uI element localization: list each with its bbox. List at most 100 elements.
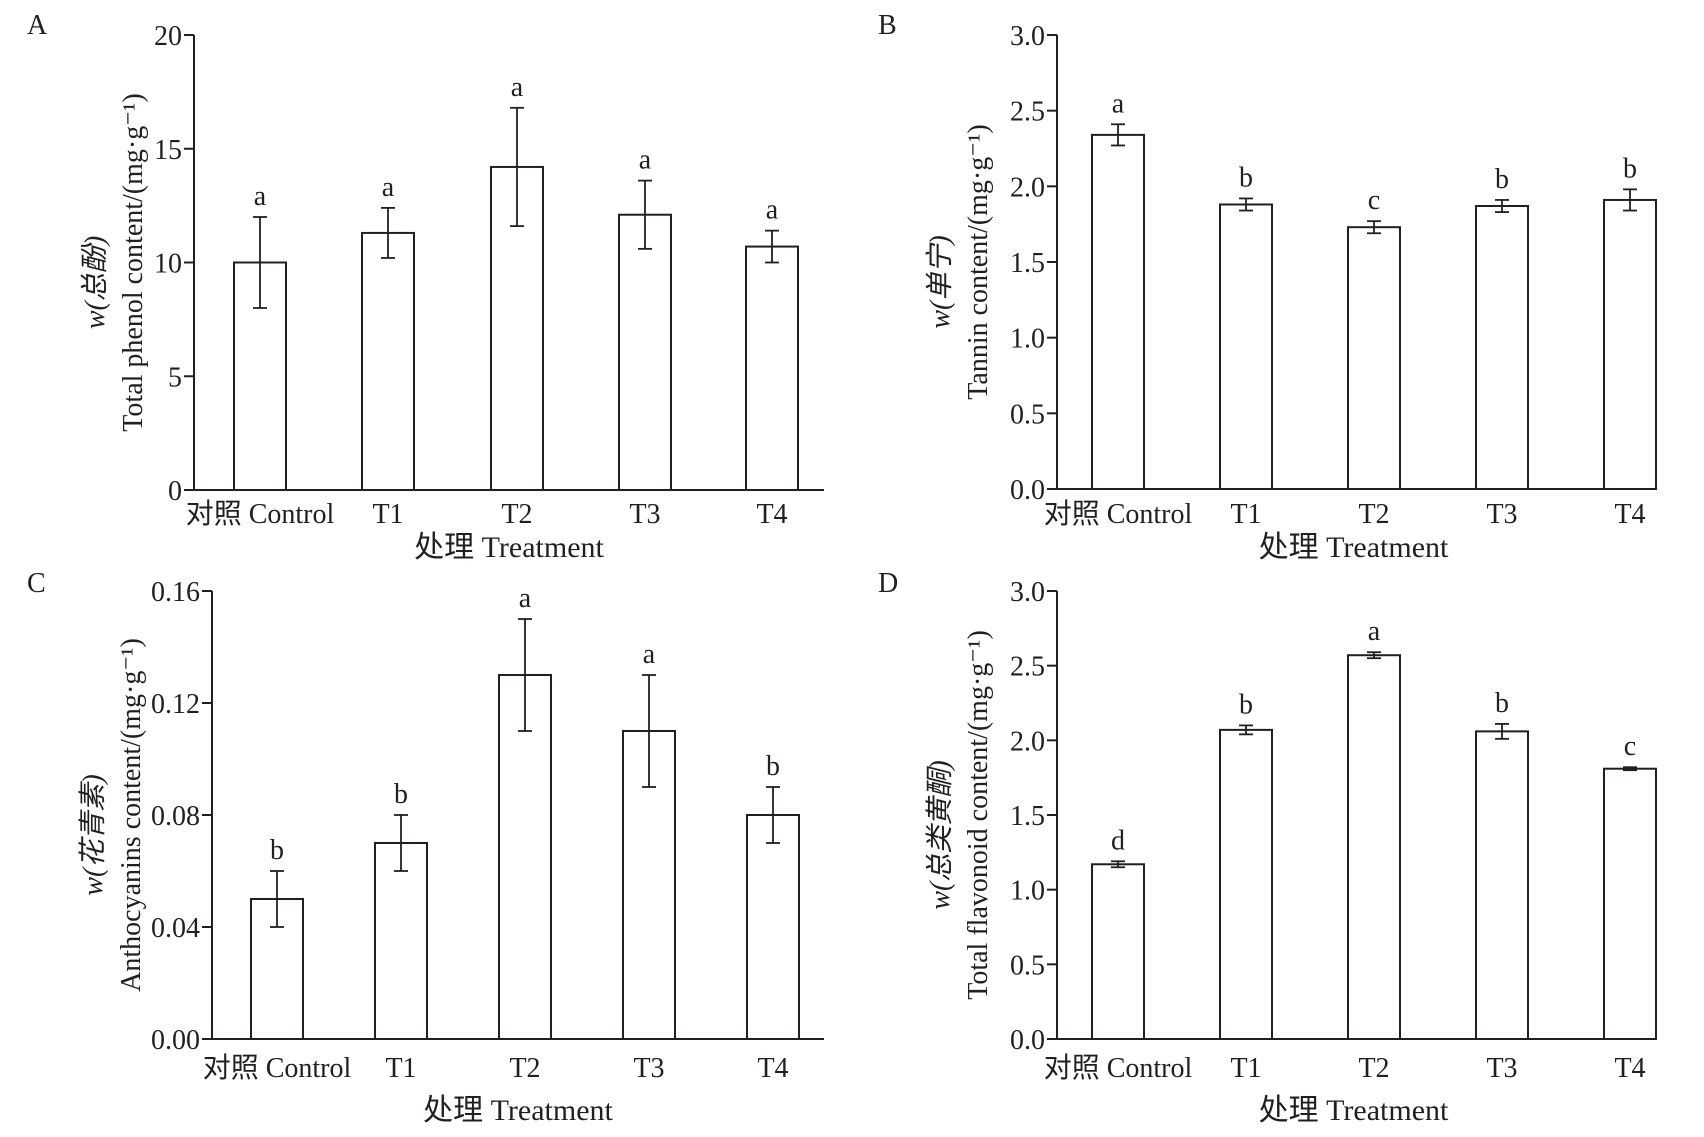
bar [618, 213, 672, 491]
y-axis-title: w(单宁) [925, 235, 956, 328]
x-tick-label: 对照 Control [186, 498, 335, 530]
x-tick-label: T1 [1230, 1053, 1261, 1084]
bar [746, 814, 800, 1040]
bar [1603, 198, 1657, 490]
x-tick-label: 对照 Control [1044, 1052, 1193, 1084]
y-axis-title-line2: Total phenol content/(mg·g⁻¹) [118, 93, 149, 431]
x-axis-title: 处理 Treatment [423, 1094, 613, 1127]
significance-letter: a [254, 181, 267, 212]
x-tick-label: T4 [756, 499, 787, 530]
y-tick-label: 0.5 [1010, 399, 1045, 430]
x-axis-title: 处理 Treatment [1259, 1094, 1449, 1127]
panel-letter: C [27, 568, 46, 599]
bar [1347, 226, 1401, 490]
significance-letter: a [1368, 616, 1381, 647]
y-axis-title: w(花青素) [78, 774, 109, 895]
x-tick-label: T3 [633, 1053, 664, 1084]
y-tick-label: 2.0 [1010, 726, 1045, 757]
panel-letter: B [878, 10, 897, 41]
panel-letter: A [27, 10, 48, 41]
significance-letter: b [1495, 164, 1509, 195]
significance-letter: b [394, 779, 408, 810]
y-tick-label: 2.5 [1010, 97, 1045, 128]
significance-letter: a [519, 583, 532, 614]
y-axis-title-line2: Anthocyanins content/(mg·g⁻¹) [116, 638, 147, 992]
significance-letter: b [270, 835, 284, 866]
x-axis-title: 处理 Treatment [414, 531, 604, 564]
y-tick-label: 0.0 [1010, 475, 1045, 506]
bar [498, 674, 552, 1040]
y-tick-label: 0.5 [1010, 950, 1045, 981]
x-tick-label: T2 [1358, 499, 1389, 530]
y-tick-label: 20 [154, 21, 182, 52]
y-tick-label: 2.0 [1010, 172, 1045, 203]
bar [374, 842, 428, 1040]
y-tick-label: 1.5 [1010, 801, 1045, 832]
y-tick-label: 0.04 [151, 913, 200, 944]
significance-letter: a [639, 145, 652, 176]
significance-letter: a [511, 72, 524, 103]
y-tick-label: 10 [154, 249, 182, 280]
y-axis-title-line2: Total flavonoid content/(mg·g⁻¹) [963, 630, 994, 1000]
significance-letter: a [1112, 88, 1125, 119]
y-tick-label: 2.5 [1010, 652, 1045, 683]
bar [1219, 728, 1273, 1040]
x-tick-label: T3 [1486, 1053, 1517, 1084]
x-axis-title: 处理 Treatment [1259, 531, 1449, 564]
x-tick-label: T3 [629, 499, 660, 530]
significance-letter: b [1239, 689, 1253, 720]
y-tick-label: 0.08 [151, 801, 200, 832]
y-tick-label: 0.16 [151, 577, 200, 608]
significance-letter: a [643, 639, 656, 670]
bar [1347, 654, 1401, 1040]
x-tick-label: T1 [372, 499, 403, 530]
x-tick-label: T1 [385, 1053, 416, 1084]
y-tick-label: 0.0 [1010, 1025, 1045, 1056]
significance-letter: b [1495, 688, 1509, 719]
y-axis-title: w(总酚) [80, 236, 111, 329]
significance-letter: b [766, 751, 780, 782]
y-tick-label: 1.5 [1010, 248, 1045, 279]
x-tick-label: T4 [1614, 1053, 1645, 1084]
y-axis-title: w(总类黄酮) [925, 760, 956, 909]
y-tick-label: 1.0 [1010, 876, 1045, 907]
significance-letter: a [382, 172, 395, 203]
y-axis-title-line2: Tannin content/(mg·g⁻¹) [963, 124, 994, 399]
y-tick-label: 0.00 [151, 1025, 200, 1056]
significance-letter: b [1623, 153, 1637, 184]
x-tick-label: T3 [1486, 499, 1517, 530]
y-tick-label: 1.0 [1010, 324, 1045, 355]
panel-c: C 0.00 0.04 0.08 0.12 0.16 b 对照 Control b T1 a T2 a T… [27, 568, 824, 1127]
y-tick-label: 5 [168, 362, 182, 393]
x-tick-label: 对照 Control [1044, 498, 1193, 530]
panel-a: A 0 5 10 15 20 a 对照 Control a T1 a T2 a T3 a T4 处理 Treat… [27, 10, 824, 564]
significance-letter: a [766, 195, 779, 226]
bar [1475, 205, 1529, 491]
y-tick-label: 0.12 [151, 689, 200, 720]
x-tick-label: T2 [509, 1053, 540, 1084]
x-tick-label: T4 [1614, 499, 1645, 530]
y-tick-label: 0 [168, 476, 182, 507]
bar [1603, 767, 1657, 1040]
bar [1091, 133, 1145, 490]
bar [1091, 863, 1145, 1041]
bar [490, 165, 544, 491]
x-tick-label: 对照 Control [203, 1052, 352, 1084]
x-tick-label: T1 [1230, 499, 1261, 530]
bar [745, 245, 799, 491]
significance-letter: c [1624, 731, 1636, 762]
y-tick-label: 3.0 [1010, 577, 1045, 608]
y-tick-label: 15 [154, 135, 182, 166]
x-tick-label: T2 [501, 499, 532, 530]
panel-b: B 0.0 0.5 1.0 1.5 2.0 2.5 3.0 a 对照 Control b T1 c T2 b… [878, 10, 1657, 564]
x-tick-label: T2 [1358, 1053, 1389, 1084]
significance-letter: b [1239, 162, 1253, 193]
significance-letter: d [1111, 825, 1125, 856]
significance-letter: c [1368, 185, 1380, 216]
x-tick-label: T4 [757, 1053, 788, 1084]
y-tick-label: 3.0 [1010, 21, 1045, 52]
panel-letter: D [878, 568, 898, 599]
bar [361, 231, 415, 492]
bar [1475, 730, 1529, 1041]
